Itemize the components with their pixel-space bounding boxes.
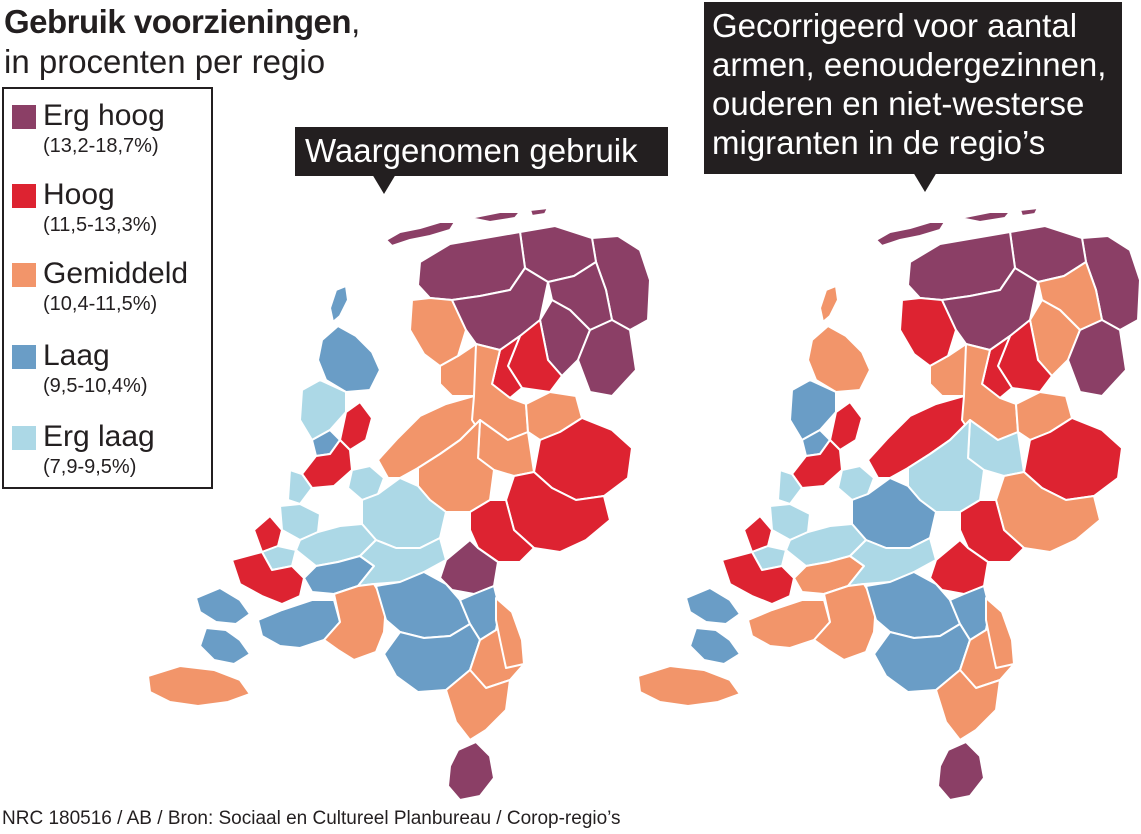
map-title-block: Gebruik voorzieningen, in procenten per …: [4, 2, 360, 82]
legend-range-erg-hoog: (13,2-18,7%): [43, 135, 159, 157]
region-rotterdam: [231, 551, 305, 605]
legend-range-erg-laag: (7,9-9,5%): [43, 456, 137, 478]
region-texel: [329, 285, 349, 323]
region-drenthe-zo: [577, 319, 637, 397]
region-limburg-z: [937, 741, 985, 801]
map-gecorrigeerd: [637, 207, 1141, 801]
legend-label-gemiddeld: Gemiddeld: [43, 257, 189, 290]
region-zeeland-n: [195, 587, 251, 665]
region-limburg-z: [447, 741, 495, 801]
callout-waargenomen-text: Waargenomen gebruik: [305, 132, 638, 169]
region-wadden: [385, 207, 549, 247]
legend-swatch-erg-hoog: [12, 105, 36, 129]
region-zeeland-zv: [637, 665, 741, 707]
region-rivierengebied: [357, 537, 447, 587]
legend: Erg hoog (13,2-18,7%) Hoog (11,5-13,3%) …: [2, 87, 213, 489]
legend-range-hoog: (11,5-13,3%): [43, 214, 158, 236]
region-texel: [819, 285, 839, 323]
callout-right-pointer: [913, 172, 937, 192]
region-wadden: [875, 207, 1039, 247]
callout-gecorrigeerd-line-1: Gecorrigeerd voor aantal: [712, 7, 1078, 44]
region-kop-nh: [317, 325, 381, 393]
legend-range-laag: (9,5-10,4%): [43, 375, 148, 397]
legend-label-erg-hoog: Erg hoog: [43, 99, 165, 132]
map-title: Gebruik voorzieningen,: [4, 3, 361, 40]
legend-swatch-erg-laag: [12, 426, 36, 450]
region-breda: [813, 583, 877, 661]
legend-label-hoog: Hoog: [43, 178, 115, 211]
region-haarlem: [777, 469, 803, 505]
callout-left-pointer: [372, 174, 396, 194]
legend-range-gemiddeld: (10,4-11,5%): [43, 293, 158, 315]
region-limburg-m: [445, 669, 511, 741]
region-rotterdam: [721, 551, 795, 605]
callout-gecorrigeerd-line-4: migranten in de regio’s: [712, 124, 1046, 161]
map-waargenomen: [147, 207, 651, 801]
source-credit: NRC 180516 / AB / Bron: Sociaal en Cultu…: [2, 808, 621, 829]
callout-gecorrigeerd-line-3: ouderen en niet-westerse: [712, 85, 1085, 122]
region-kop-nh: [807, 325, 871, 393]
region-limburg-n: [495, 597, 525, 669]
region-drenthe-zo: [1067, 319, 1127, 397]
map-subtitle: in procenten per regio: [4, 43, 326, 80]
region-haarlem: [287, 469, 313, 505]
region-rivierengebied: [847, 537, 937, 587]
legend-label-erg-laag: Erg laag: [43, 420, 155, 453]
region-zeeland-n: [685, 587, 741, 665]
region-denhaag: [743, 515, 773, 553]
region-limburg-n: [985, 597, 1015, 669]
region-alkmaar: [789, 379, 837, 441]
legend-swatch-hoog: [12, 184, 36, 208]
callout-gecorrigeerd: Gecorrigeerd voor aantal armen, eenouder…: [704, 2, 1122, 174]
region-zeeland-zv: [147, 665, 251, 707]
callout-gecorrigeerd-line-2: armen, eenoudergezinnen,: [712, 46, 1107, 83]
region-arnhem: [469, 499, 535, 563]
region-arnhem: [959, 499, 1025, 563]
region-denhaag: [253, 515, 283, 553]
region-breda: [323, 583, 387, 661]
region-limburg-m: [935, 669, 1001, 741]
legend-swatch-laag: [12, 345, 36, 369]
callout-waargenomen: Waargenomen gebruik: [295, 127, 668, 176]
legend-swatch-gemiddeld: [12, 263, 36, 287]
region-alkmaar: [299, 379, 347, 441]
legend-label-laag: Laag: [43, 339, 110, 372]
